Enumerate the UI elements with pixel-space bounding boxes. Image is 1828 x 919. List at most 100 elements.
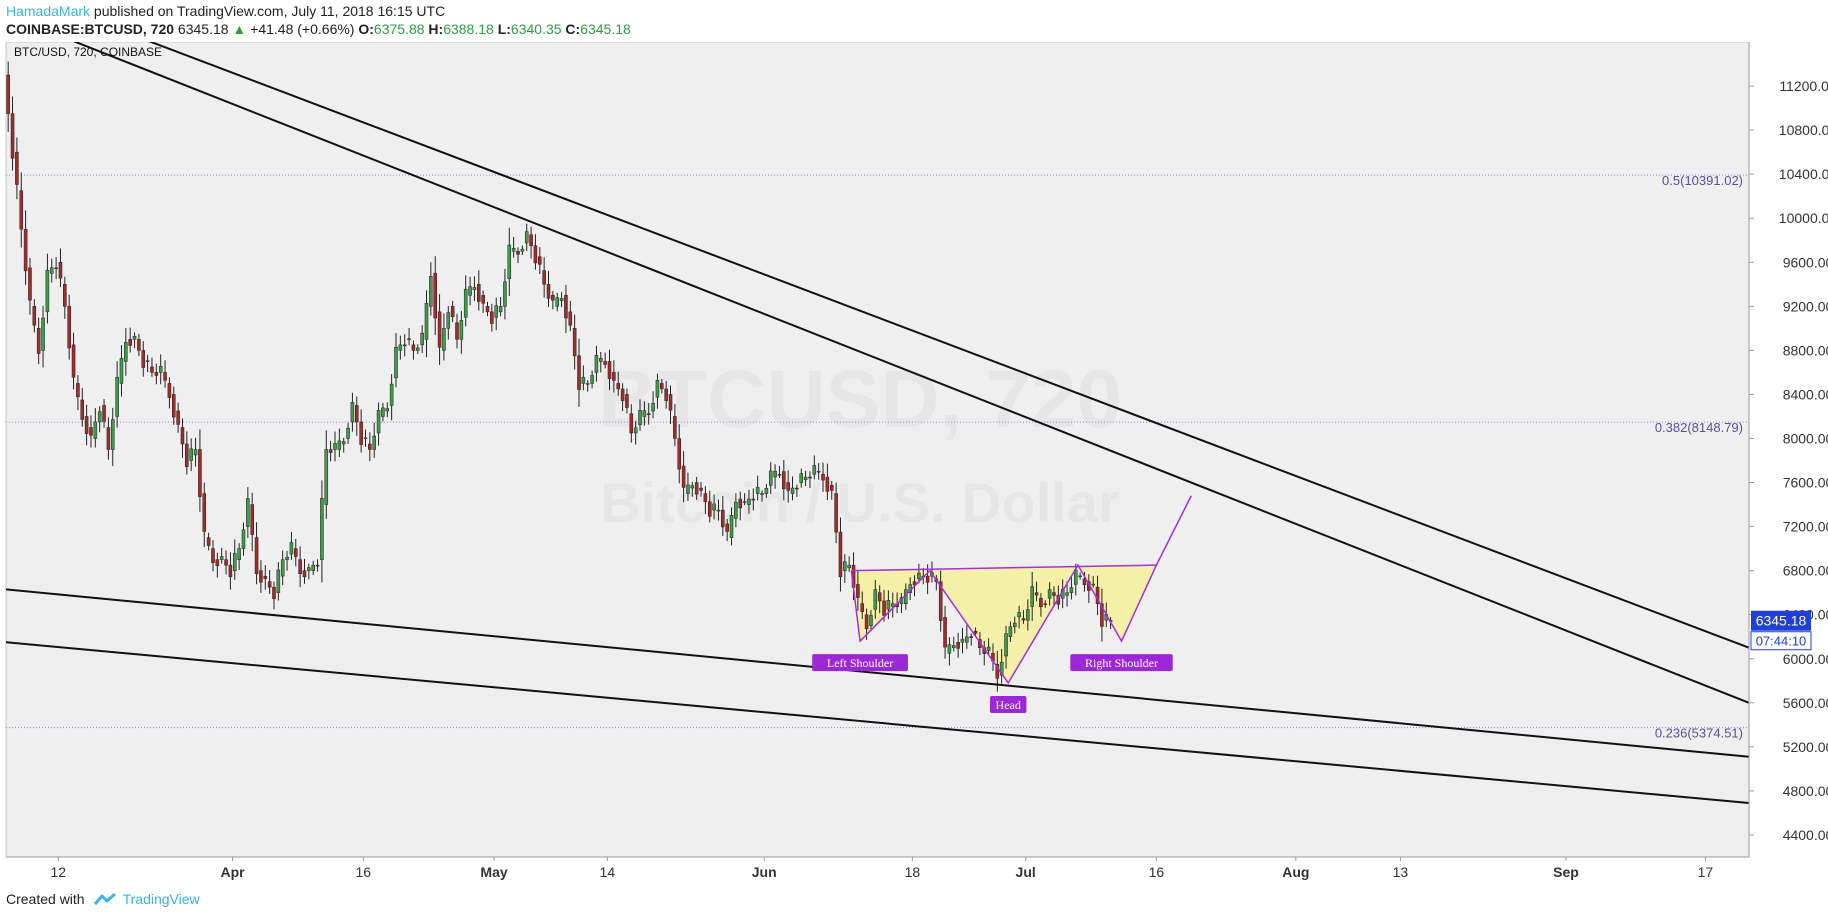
candle-down: [782, 471, 786, 489]
candle-down: [786, 482, 790, 491]
candle-up: [320, 498, 324, 560]
candle-down: [973, 630, 978, 634]
candle-down: [572, 328, 577, 357]
candle-up: [651, 403, 655, 412]
candle-down: [437, 311, 442, 348]
candle-up: [1078, 575, 1082, 578]
candle-down: [477, 284, 481, 302]
candle-down: [298, 559, 302, 574]
candle-up: [1047, 589, 1052, 599]
candle-up: [960, 638, 965, 643]
candle-up: [803, 476, 808, 481]
candle-down: [1021, 618, 1026, 621]
candle-down: [677, 438, 682, 470]
candle-up: [398, 344, 403, 351]
y-tick-label: 8000.00: [1783, 430, 1828, 446]
pattern-label-box: [812, 654, 908, 672]
y-tick-label: 11200.00: [1779, 78, 1828, 94]
candle-up: [1004, 633, 1008, 657]
candle-down: [943, 617, 947, 648]
candle-up: [965, 636, 969, 643]
candle-down: [450, 306, 455, 317]
candle-up: [420, 332, 424, 346]
candle-down: [838, 531, 843, 578]
candle-down: [36, 328, 41, 354]
y-tick-label: 5200.00: [1783, 739, 1828, 755]
candle-up: [655, 380, 660, 398]
candle-down: [529, 234, 533, 246]
candle-down: [254, 537, 259, 574]
candle-up: [189, 448, 193, 461]
candle-down: [315, 564, 320, 567]
candle-down: [128, 339, 132, 346]
candle-down: [725, 523, 729, 532]
candle-up: [747, 498, 751, 505]
candle-down: [1043, 603, 1048, 605]
candle-down: [32, 306, 37, 326]
candle-down: [925, 575, 930, 583]
open-value: 6375.88: [373, 21, 425, 37]
y-tick-label: 7600.00: [1783, 475, 1828, 491]
candle-up: [917, 572, 921, 580]
y-tick-label: 5600.00: [1783, 695, 1828, 711]
candle-down: [969, 636, 973, 638]
candle-down: [546, 284, 551, 299]
y-tick-label: 8400.00: [1783, 386, 1828, 402]
candle-down: [673, 416, 677, 439]
watermark-name: Bitcoin / U.S. Dollar: [600, 471, 1120, 534]
candle-down: [777, 474, 782, 476]
candle-up: [947, 644, 952, 654]
candle-up: [773, 470, 777, 478]
candle-up: [559, 298, 564, 302]
candle-up: [385, 408, 390, 412]
high-value: 6388.18: [443, 21, 494, 37]
fib-label: 0.5(10391.02): [1662, 173, 1743, 188]
candle-up: [463, 288, 468, 318]
candle-down: [707, 501, 712, 517]
candle-up: [424, 302, 429, 340]
x-tick-label: May: [480, 864, 507, 880]
candle-down: [359, 421, 363, 445]
candle-down: [202, 493, 207, 532]
pattern-fill: [851, 565, 1157, 683]
x-tick-label: Aug: [1282, 864, 1309, 880]
y-tick-label: 9600.00: [1783, 254, 1828, 270]
candle-down: [699, 487, 703, 491]
candle-down: [1052, 592, 1056, 596]
candle-up: [599, 358, 603, 362]
candle-up: [890, 603, 895, 607]
countdown-tag: [1750, 631, 1812, 651]
tradingview-link[interactable]: TradingView: [122, 891, 200, 907]
candle-up: [97, 411, 102, 423]
candle-down: [664, 388, 668, 401]
candle-down: [154, 372, 159, 376]
candle-down: [646, 413, 651, 415]
candle-up: [468, 286, 472, 296]
candle-down: [224, 559, 228, 566]
candle-up: [498, 306, 503, 313]
candle-up: [1030, 586, 1034, 607]
x-tick-label: 16: [356, 864, 372, 880]
candle-up: [241, 529, 246, 549]
y-tick-label: 6000.00: [1783, 651, 1828, 667]
trendline-channel-upper-outer: [148, 42, 1749, 649]
candle-down: [829, 485, 834, 491]
candle-up: [110, 419, 115, 450]
author-link[interactable]: HamadaMark: [6, 3, 91, 19]
open-label: O:: [358, 21, 374, 37]
publish-info: HamadaMark published on TradingView.com,…: [6, 3, 445, 19]
x-tick-label: 16: [1149, 864, 1165, 880]
candle-down: [10, 113, 15, 159]
pattern-label: Left Shoulder: [827, 656, 893, 670]
candle-down: [28, 267, 32, 301]
candle-down: [137, 339, 141, 351]
candle-up: [768, 470, 773, 486]
candle-up: [886, 600, 891, 610]
candle-up: [986, 646, 991, 651]
candle-down: [272, 586, 276, 600]
y-tick-label: 7200.00: [1783, 519, 1828, 535]
neckline: [851, 564, 1157, 572]
candle-down: [620, 388, 625, 401]
candle-down: [402, 344, 407, 347]
